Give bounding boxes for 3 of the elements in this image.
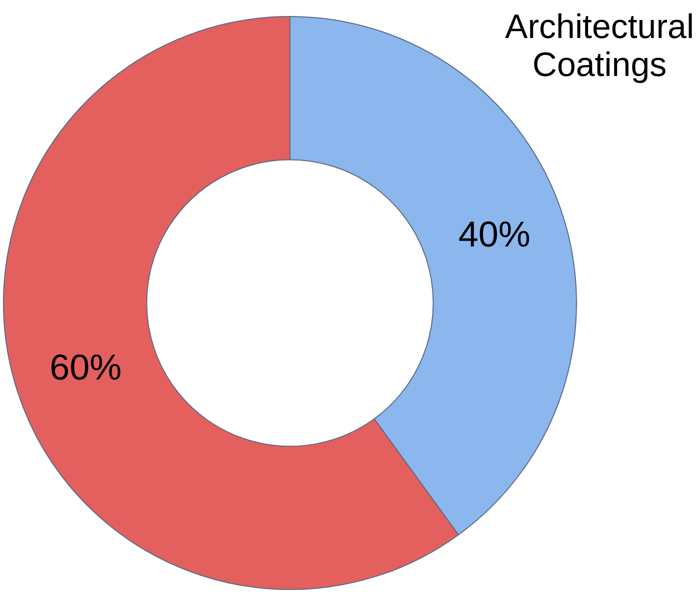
- data-label: 60%: [50, 346, 122, 388]
- data-label: 40%: [458, 214, 530, 255]
- slice-label: Architectural Coatings: [505, 8, 694, 84]
